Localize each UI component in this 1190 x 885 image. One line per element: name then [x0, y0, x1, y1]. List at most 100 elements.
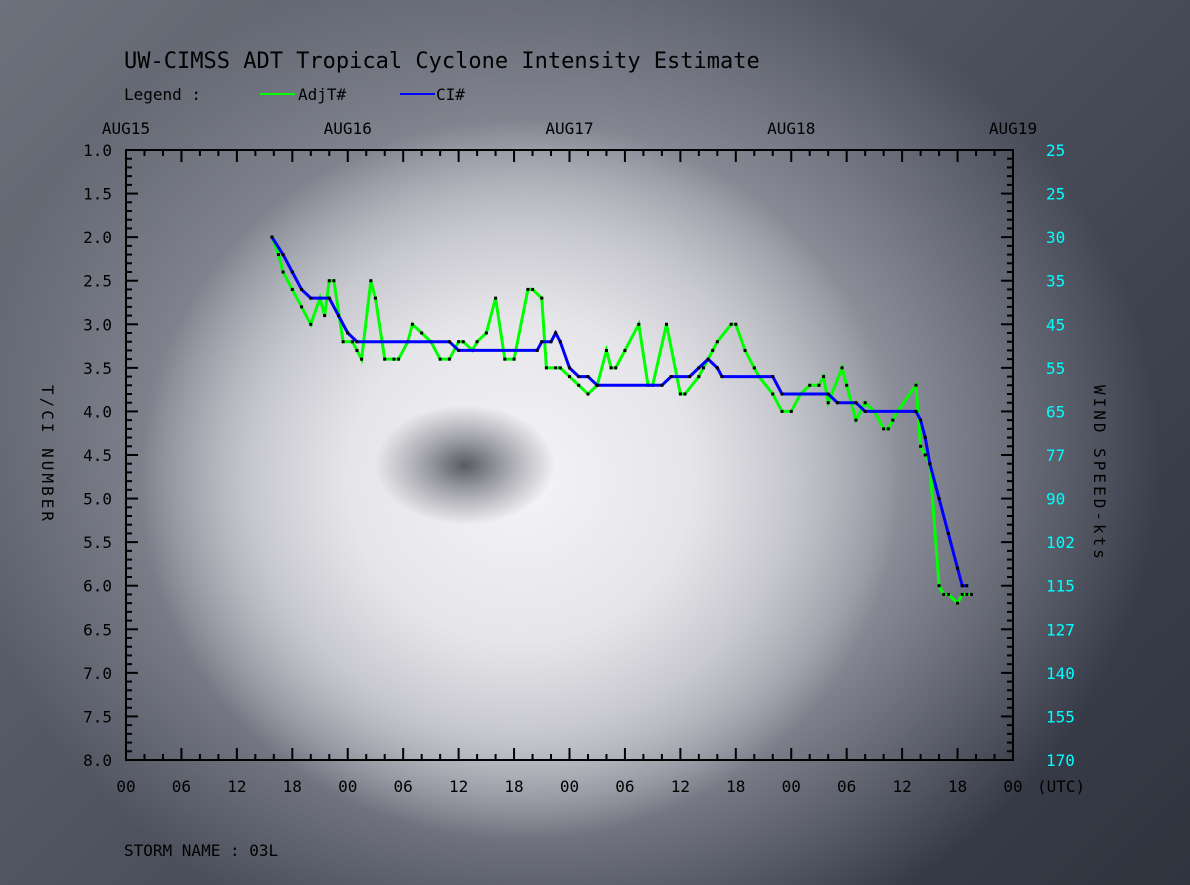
adjt-data-point: [942, 592, 946, 596]
x-tick-label: 12: [449, 777, 468, 796]
adjt-data-point: [300, 305, 304, 309]
ci-data-point: [355, 340, 359, 344]
ci-data-point: [919, 418, 923, 422]
wind-tick-label: 45: [1046, 315, 1065, 334]
x-tick-label: 06: [615, 777, 634, 796]
date-label: AUG15: [102, 119, 150, 138]
ci-series-line: [270, 236, 967, 588]
ci-data-point: [300, 287, 304, 291]
x-tick-label: 18: [726, 777, 745, 796]
adjt-data-point: [960, 592, 964, 596]
adjt-data-point: [360, 357, 364, 361]
ci-data-point: [281, 253, 285, 257]
adjt-data-point: [845, 383, 849, 387]
y-tick-label: 2.0: [83, 228, 112, 247]
wind-tick-label: 102: [1046, 533, 1075, 552]
y-tick-label: 7.0: [83, 664, 112, 683]
wind-tick-label: 65: [1046, 402, 1065, 421]
ci-data-point: [309, 296, 313, 300]
adjt-data-point: [840, 366, 844, 370]
x-tick-label: 00: [782, 777, 801, 796]
ci-data-point: [290, 270, 294, 274]
ci-data-point: [826, 392, 830, 396]
chart-title: UW-CIMSS ADT Tropical Cyclone Intensity …: [124, 49, 760, 74]
y-axis-right-title: WIND SPEED-kts: [1090, 385, 1109, 562]
ci-data-point: [586, 375, 590, 379]
ci-data-point: [706, 357, 710, 361]
x-tick-label: 12: [671, 777, 690, 796]
adjt-data-point: [503, 357, 507, 361]
y-tick-label: 5.5: [83, 533, 112, 552]
adjt-data-point: [914, 383, 918, 387]
ci-data-point: [688, 375, 692, 379]
adjt-data-point: [817, 383, 821, 387]
adjt-data-point: [373, 296, 377, 300]
adjt-data-point: [475, 340, 479, 344]
x-tick-label: 00: [1003, 777, 1022, 796]
adjt-data-point: [327, 279, 331, 283]
legend-label: Legend :: [124, 85, 201, 104]
adjt-data-point: [743, 348, 747, 352]
ci-data-point: [697, 366, 701, 370]
y-tick-label: 5.0: [83, 490, 112, 509]
ci-data-point: [863, 409, 867, 413]
adjt-data-point: [290, 287, 294, 291]
adjt-data-point: [350, 340, 354, 344]
adjt-data-point: [919, 444, 923, 448]
ci-data-point: [346, 331, 350, 335]
date-label: AUG16: [324, 119, 372, 138]
adjt-data-point: [438, 357, 442, 361]
adjt-data-point: [683, 392, 687, 396]
date-label: AUG18: [767, 119, 815, 138]
adjt-data-point: [826, 401, 830, 405]
adjt-data-point: [623, 348, 627, 352]
ci-data-point: [937, 497, 941, 501]
ci-data-point: [780, 392, 784, 396]
y-tick-label: 3.0: [83, 315, 112, 334]
adjt-data-point: [392, 357, 396, 361]
adjt-data-point: [512, 357, 516, 361]
adjt-data-point: [863, 401, 867, 405]
ci-data-point: [540, 340, 544, 344]
x-axis-title: (UTC): [1037, 777, 1085, 796]
x-tick-label: 00: [560, 777, 579, 796]
adjt-data-point: [531, 287, 535, 291]
adjt-data-point: [665, 322, 669, 326]
adjt-data-point: [494, 296, 498, 300]
ci-data-point: [535, 348, 539, 352]
ci-data-point: [549, 340, 553, 344]
ci-data-point: [327, 296, 331, 300]
adjt-data-point: [956, 601, 960, 605]
y-tick-label: 6.0: [83, 577, 112, 596]
y-axis-title: T/CI NUMBER: [38, 385, 57, 524]
x-tick-label: 18: [283, 777, 302, 796]
y-tick-label: 3.5: [83, 359, 112, 378]
adjt-data-point: [882, 427, 886, 431]
adjt-data-point: [568, 375, 571, 379]
wind-tick-label: 127: [1046, 620, 1075, 639]
adjt-data-point: [923, 453, 927, 457]
adjt-data-point: [697, 375, 701, 379]
y-tick-label: 1.0: [83, 141, 112, 160]
wind-tick-label: 155: [1046, 707, 1075, 726]
ci-data-point: [457, 348, 461, 352]
date-label: AUG17: [545, 119, 593, 138]
ci-data-point: [669, 375, 673, 379]
adjt-data-point: [822, 375, 826, 379]
ci-data-point: [660, 383, 664, 387]
ci-data-point: [956, 566, 960, 570]
adjt-data-point: [369, 279, 373, 283]
ci-data-point: [577, 375, 581, 379]
ci-data-point: [447, 340, 451, 344]
wind-tick-label: 140: [1046, 664, 1075, 683]
adjt-data-point: [461, 340, 465, 344]
x-tick-label: 06: [837, 777, 856, 796]
ci-data-point: [928, 462, 932, 466]
adjt-data-point: [420, 331, 424, 335]
legend-adjt-label: AdjT#: [298, 85, 347, 104]
adjt-data-point: [711, 348, 715, 352]
x-tick-label: 12: [892, 777, 911, 796]
adjt-data-point: [558, 366, 562, 370]
date-label: AUG19: [989, 119, 1037, 138]
